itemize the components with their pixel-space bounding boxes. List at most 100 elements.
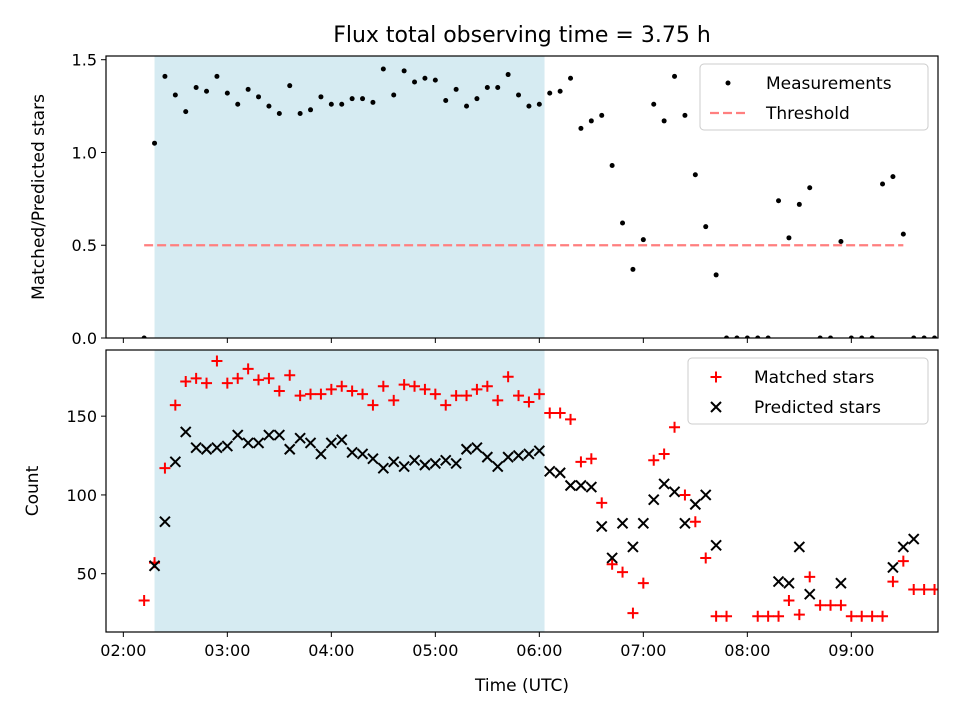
x-tick-label: 06:00 — [516, 641, 562, 660]
measurement-point — [588, 118, 594, 124]
measurement-point — [505, 72, 511, 78]
matched-point — [783, 594, 795, 606]
y-tick-label: 0.0 — [72, 329, 97, 348]
axes-frame — [105, 349, 939, 633]
matched-point — [367, 399, 379, 411]
predicted-point — [315, 448, 327, 460]
matched-point — [762, 610, 774, 622]
legend-label: Threshold — [765, 104, 850, 124]
legend-x-marker — [710, 401, 722, 413]
predicted-point — [294, 432, 306, 444]
predicted-point — [793, 541, 806, 553]
predicted-point — [627, 541, 639, 553]
matched-point — [377, 380, 389, 392]
measurement-point — [713, 272, 719, 278]
predicted-point — [429, 457, 442, 470]
predicted-point — [377, 462, 390, 474]
measurement-point — [786, 235, 792, 241]
matched-point — [357, 388, 369, 400]
chart-title: Flux total observing time = 3.75 h — [333, 23, 711, 48]
predicted-point — [325, 437, 338, 449]
matched-point — [533, 388, 545, 400]
measurement-point — [620, 220, 626, 226]
measurement-point — [516, 92, 522, 98]
measurement-point — [401, 68, 407, 74]
matched-point — [263, 372, 275, 384]
matched-point — [856, 610, 868, 622]
predicted-point — [190, 441, 202, 454]
matched-point — [180, 376, 192, 388]
measurement-point — [900, 231, 906, 237]
observing-span — [154, 56, 545, 338]
matched-point — [773, 610, 785, 622]
measurement-point — [921, 335, 927, 338]
matched-point — [492, 394, 504, 406]
x-tick-label: 08:00 — [724, 641, 770, 660]
data-layer — [141, 66, 938, 338]
predicted-point — [356, 448, 369, 460]
measurement-point — [370, 99, 376, 105]
measurement-point — [651, 101, 657, 107]
predicted-point — [398, 460, 410, 473]
matched-point — [793, 609, 805, 621]
matched-point — [627, 607, 639, 619]
matched-point — [211, 355, 223, 367]
predicted-point — [492, 460, 504, 473]
matched-point — [565, 413, 577, 425]
measurement-point — [536, 101, 542, 107]
matched-point — [294, 390, 306, 402]
matched-point — [253, 374, 265, 386]
matched-point — [201, 377, 213, 389]
measurement-point — [807, 185, 813, 191]
predicted-point — [772, 575, 785, 588]
matched-point — [461, 390, 473, 402]
matched-point — [700, 552, 712, 564]
measurement-point — [193, 85, 199, 91]
matched-point — [305, 388, 317, 400]
measurement-point — [380, 66, 386, 72]
matched-point — [689, 516, 701, 528]
measurement-point — [640, 237, 646, 243]
matched-point — [835, 599, 847, 611]
matched-point — [481, 380, 493, 392]
measurement-point — [880, 181, 886, 187]
x-tick-label: 03:00 — [204, 641, 250, 660]
legend-label: Matched stars — [754, 368, 874, 388]
predicted-point — [887, 561, 899, 574]
measurement-point — [828, 335, 834, 338]
predicted-point — [700, 489, 712, 501]
matched-point — [159, 462, 171, 474]
measurement-point — [838, 239, 844, 245]
matched-point — [398, 379, 410, 391]
predicted-point — [710, 539, 722, 552]
measurement-point — [848, 335, 854, 338]
measurement-point — [547, 90, 553, 96]
measurement-point — [266, 103, 272, 109]
legend: Measurements Threshold — [699, 63, 929, 131]
matched-point — [897, 555, 909, 567]
matched-point — [138, 594, 150, 606]
measurement-point — [911, 335, 917, 338]
measurement-point — [214, 73, 220, 79]
legend-box — [687, 357, 929, 425]
matched-point — [606, 558, 618, 570]
predicted-point — [252, 437, 265, 449]
matched-point — [908, 583, 920, 595]
measurement-point — [692, 172, 698, 178]
matched-point — [825, 599, 837, 611]
predicted-point — [585, 481, 598, 493]
measurement-point — [172, 92, 178, 98]
predicted-point — [450, 457, 462, 470]
predicted-point — [783, 577, 795, 589]
measurement-point — [859, 335, 865, 338]
matched-point — [284, 369, 296, 381]
matched-point — [523, 396, 535, 408]
predicted-point — [180, 426, 192, 438]
matched-point — [388, 394, 400, 406]
measurement-point — [162, 73, 168, 79]
matched-point — [669, 421, 681, 433]
y-tick-label: 150 — [66, 407, 97, 426]
measurement-point — [526, 103, 532, 109]
measurement-point — [276, 111, 282, 117]
x-axis-label: Time (UTC) — [474, 676, 569, 696]
